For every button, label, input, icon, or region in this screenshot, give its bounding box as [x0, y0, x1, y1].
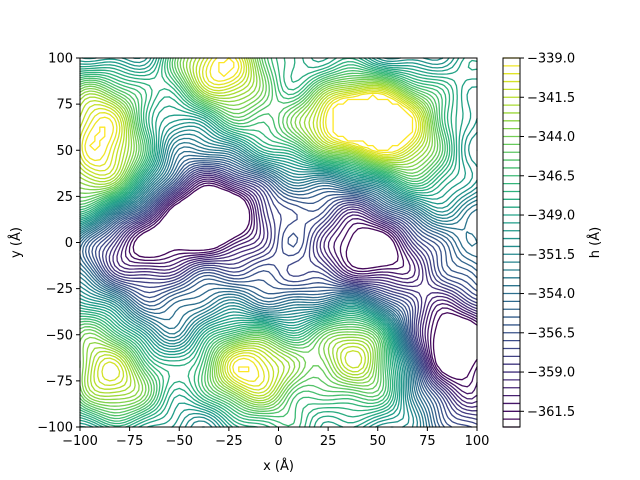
contour-line — [120, 178, 478, 400]
x-tick-label: −50 — [166, 434, 193, 449]
contour-line — [98, 167, 478, 425]
colorbar-tick-label: −351.5 — [527, 248, 575, 263]
y-tick-label: 0 — [65, 236, 73, 251]
x-axis-label: x (Å) — [263, 458, 294, 474]
contour-line — [88, 162, 478, 428]
contour-line — [79, 57, 425, 397]
contour-line — [108, 172, 478, 412]
x-tick-label: −100 — [62, 434, 98, 449]
contour-line — [79, 57, 434, 406]
contour-line — [79, 57, 478, 428]
contour-lines — [79, 57, 478, 428]
colorbar-tick-label: −359.0 — [527, 366, 575, 381]
contour-line — [124, 180, 478, 395]
contour-line — [101, 169, 478, 421]
contour-line — [79, 146, 478, 428]
x-tick-label: −25 — [215, 434, 242, 449]
colorbar-tick-label: −361.5 — [527, 405, 575, 420]
contour-line — [84, 160, 478, 428]
colorbar-tick-label: −339.0 — [527, 52, 575, 67]
contour-line — [112, 174, 478, 408]
contour-line — [81, 57, 420, 387]
contour-line — [79, 57, 424, 394]
contour-line — [116, 176, 478, 404]
y-tick-label: 75 — [56, 98, 73, 113]
contour-line — [79, 57, 422, 391]
contour-line — [79, 57, 441, 414]
y-tick-label: 50 — [56, 144, 73, 159]
colorbar-frame — [502, 57, 521, 428]
x-axis: −100 −75 −50 −25 0 25 50 75 100 — [62, 427, 489, 449]
contour-line — [79, 57, 429, 402]
contour-line — [79, 57, 436, 408]
colorbar-tick-label: −356.5 — [527, 326, 575, 341]
y-tick-label: −75 — [46, 374, 73, 389]
contour-line — [79, 57, 427, 400]
y-axis-label: y (Å) — [8, 227, 24, 258]
contour-line — [79, 57, 431, 404]
colorbar: −339.0 −341.5 −344.0 −346.5 −349.0 −351.5 −354… — [502, 52, 575, 428]
contour-line — [84, 57, 417, 382]
y-tick-label: 25 — [56, 190, 73, 205]
x-tick-label: 0 — [274, 434, 282, 449]
colorbar-tick-label: −341.5 — [527, 91, 575, 106]
contour-line — [79, 57, 455, 428]
y-tick-label: −100 — [37, 421, 73, 436]
x-tick-label: 25 — [320, 434, 337, 449]
contour-line — [128, 182, 478, 388]
contour-line — [79, 141, 478, 428]
x-tick-label: −75 — [116, 434, 143, 449]
contour-line — [82, 157, 478, 428]
contour-line — [94, 165, 478, 428]
colorbar-label: h (Å) — [587, 227, 603, 258]
contour-line — [89, 57, 414, 373]
y-tick-label: −50 — [46, 328, 73, 343]
x-tick-label: 75 — [419, 434, 436, 449]
contour-line — [79, 57, 478, 428]
contour-line — [79, 137, 478, 428]
contour-line — [79, 57, 446, 420]
x-tick-label: 50 — [369, 434, 386, 449]
x-tick-label: 100 — [465, 434, 490, 449]
contour-line — [79, 57, 451, 428]
colorbar-tick-label: −346.5 — [527, 169, 575, 184]
contour-line — [79, 150, 478, 428]
contour-line — [79, 57, 478, 428]
contour-line — [79, 57, 478, 428]
contour-line — [79, 154, 478, 428]
contour-line — [91, 163, 478, 428]
colorbar-tick-label: −344.0 — [527, 130, 575, 145]
contour-line — [79, 57, 478, 428]
contour-line — [79, 57, 439, 411]
contour-line — [105, 170, 478, 416]
contour-line — [132, 184, 478, 381]
y-axis: −100 −75 −50 −25 0 25 50 75 100 — [37, 52, 80, 436]
y-tick-label: 100 — [48, 52, 73, 67]
contour-line — [79, 57, 453, 428]
colorbar-tick-label: −354.0 — [527, 287, 575, 302]
contour-line — [79, 57, 444, 417]
y-tick-label: −25 — [46, 282, 73, 297]
contour-line — [79, 57, 449, 427]
colorbar-tick-label: −349.0 — [527, 209, 575, 224]
contour-line — [79, 129, 478, 428]
